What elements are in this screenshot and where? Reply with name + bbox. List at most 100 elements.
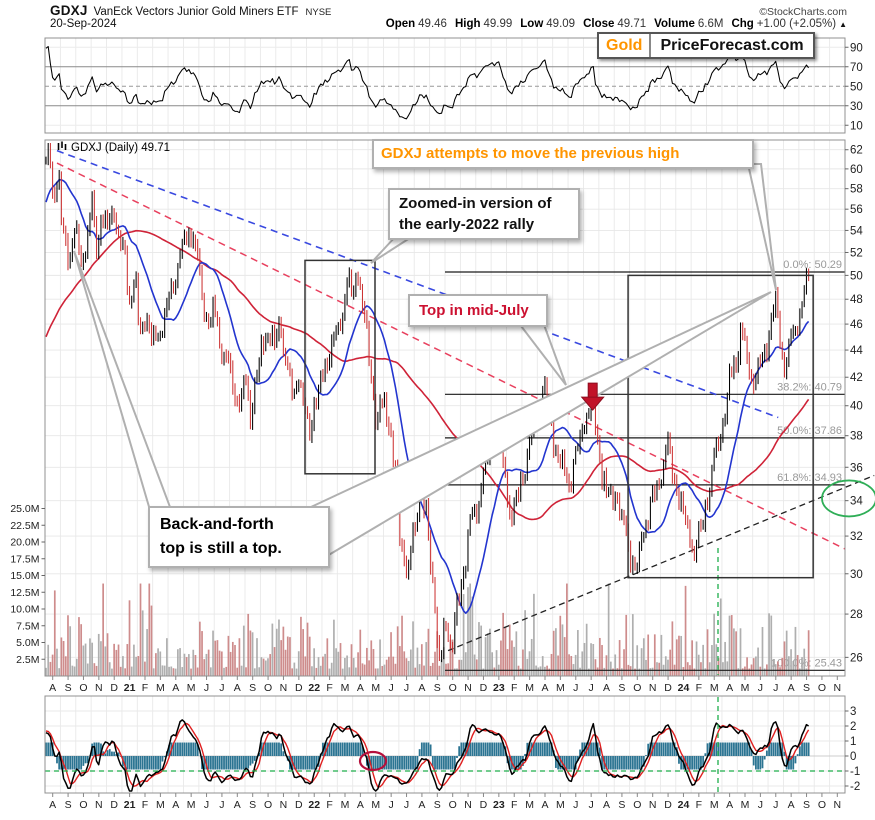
svg-text:F: F <box>511 682 517 694</box>
volume-label: Volume <box>654 18 695 30</box>
svg-text:S: S <box>618 682 625 694</box>
svg-text:N: N <box>649 682 657 694</box>
svg-text:O: O <box>79 682 87 694</box>
svg-text:J: J <box>758 799 763 811</box>
svg-text:J: J <box>573 682 578 694</box>
svg-text:22: 22 <box>308 799 320 811</box>
svg-text:F: F <box>142 682 148 694</box>
svg-text:70: 70 <box>850 62 863 74</box>
chart-date: 20-Sep-2024 <box>50 18 117 30</box>
svg-text:S: S <box>65 682 72 694</box>
svg-text:38: 38 <box>850 431 863 443</box>
svg-text:S: S <box>803 682 810 694</box>
osc-axis-labels: 3 2 1 0 -1 -2 <box>845 706 860 793</box>
svg-text:M: M <box>341 799 350 811</box>
svg-text:M: M <box>556 682 565 694</box>
svg-text:48: 48 <box>850 294 863 306</box>
svg-text:-2: -2 <box>850 781 860 793</box>
volume-axis-labels: 25.0M 22.5M 20.0M 17.5M 15.0M 12.5M 10.0M 7.5M 5… <box>10 503 45 666</box>
svg-text:O: O <box>79 799 87 811</box>
svg-text:N: N <box>834 799 842 811</box>
svg-text:40: 40 <box>850 401 863 413</box>
svg-text:J: J <box>773 799 778 811</box>
priceforecast-badge[interactable]: Gold PriceForecast.com <box>597 32 815 59</box>
svg-text:50.0%: 37.86: 50.0%: 37.86 <box>777 425 842 437</box>
svg-text:A: A <box>418 682 425 694</box>
quote-row: 20-Sep-2024 Open 49.46 High 49.99 Low 49… <box>50 18 847 30</box>
svg-text:2: 2 <box>850 721 856 733</box>
svg-text:S: S <box>249 799 256 811</box>
svg-text:3: 3 <box>850 706 856 718</box>
svg-text:M: M <box>710 682 719 694</box>
svg-text:O: O <box>633 799 641 811</box>
open-value: 49.46 <box>418 18 447 30</box>
svg-text:A: A <box>603 799 610 811</box>
svg-text:M: M <box>187 682 196 694</box>
badge-gold-label: Gold <box>599 34 652 57</box>
svg-text:F: F <box>142 799 148 811</box>
svg-text:O: O <box>818 799 826 811</box>
svg-text:34: 34 <box>850 496 863 508</box>
svg-text:J: J <box>773 682 778 694</box>
svg-text:21: 21 <box>124 799 136 811</box>
svg-text:62: 62 <box>850 145 863 157</box>
svg-text:52: 52 <box>850 247 863 259</box>
annotation-text: GDXJ attempts to move the previous high <box>381 145 680 162</box>
svg-text:O: O <box>449 682 457 694</box>
green-target-ellipse <box>821 479 875 518</box>
svg-text:M: M <box>156 799 165 811</box>
svg-text:32: 32 <box>850 531 863 543</box>
exchange-label: NYSE <box>305 7 332 18</box>
svg-text:O: O <box>633 682 641 694</box>
svg-text:A: A <box>234 799 241 811</box>
annotation-zoomed-in-version: Zoomed-in version of the early-2022 rall… <box>388 188 580 240</box>
annotation-text-line1: Zoomed-in version of <box>399 195 552 212</box>
svg-text:J: J <box>219 682 224 694</box>
svg-text:0.0%: 50.29: 0.0%: 50.29 <box>783 259 842 271</box>
quote-bar: Open 49.46 High 49.99 Low 49.09 Close 49… <box>378 18 847 30</box>
mini-chart-icon <box>56 141 67 154</box>
close-label: Close <box>583 18 615 30</box>
oscillator-lines <box>45 719 845 792</box>
close-value: 49.71 <box>617 18 647 30</box>
svg-text:N: N <box>464 799 472 811</box>
svg-text:O: O <box>449 799 457 811</box>
svg-text:2.5M: 2.5M <box>16 654 39 666</box>
svg-text:N: N <box>95 799 103 811</box>
svg-text:J: J <box>589 799 594 811</box>
rsi-axis-labels: 90 70 50 30 10 <box>845 42 863 132</box>
svg-text:90: 90 <box>850 42 863 54</box>
svg-text:O: O <box>264 682 272 694</box>
svg-text:S: S <box>434 799 441 811</box>
svg-text:M: M <box>156 682 165 694</box>
svg-text:J: J <box>589 682 594 694</box>
copyright-label: ©StockCharts.com <box>759 6 847 18</box>
svg-text:M: M <box>525 799 534 811</box>
svg-text:A: A <box>172 682 179 694</box>
svg-text:10: 10 <box>850 120 863 132</box>
svg-text:F: F <box>326 799 332 811</box>
svg-text:25.0M: 25.0M <box>10 503 39 515</box>
series-label: GDXJ (Daily) 49.71 <box>56 141 170 154</box>
svg-text:A: A <box>788 682 795 694</box>
svg-text:-1: -1 <box>850 766 860 778</box>
svg-text:M: M <box>371 682 380 694</box>
svg-text:50: 50 <box>850 81 863 93</box>
svg-text:D: D <box>295 799 303 811</box>
chg-value: +1.00 (+2.05%) <box>756 18 837 30</box>
svg-text:J: J <box>389 682 394 694</box>
annotation-back-and-forth-top: Back-and-forth top is still a top. <box>148 506 330 568</box>
svg-text:61.8%: 34.93: 61.8%: 34.93 <box>777 472 842 484</box>
svg-text:A: A <box>726 682 733 694</box>
svg-text:D: D <box>295 682 303 694</box>
svg-text:10.0M: 10.0M <box>10 604 39 616</box>
svg-text:M: M <box>341 682 350 694</box>
high-value: 49.99 <box>483 18 513 30</box>
callout-tails <box>73 163 777 558</box>
analysis-rectangles <box>304 259 814 579</box>
svg-text:J: J <box>204 799 209 811</box>
annotation-text: Top in mid-July <box>419 302 529 319</box>
svg-text:54: 54 <box>850 225 863 237</box>
